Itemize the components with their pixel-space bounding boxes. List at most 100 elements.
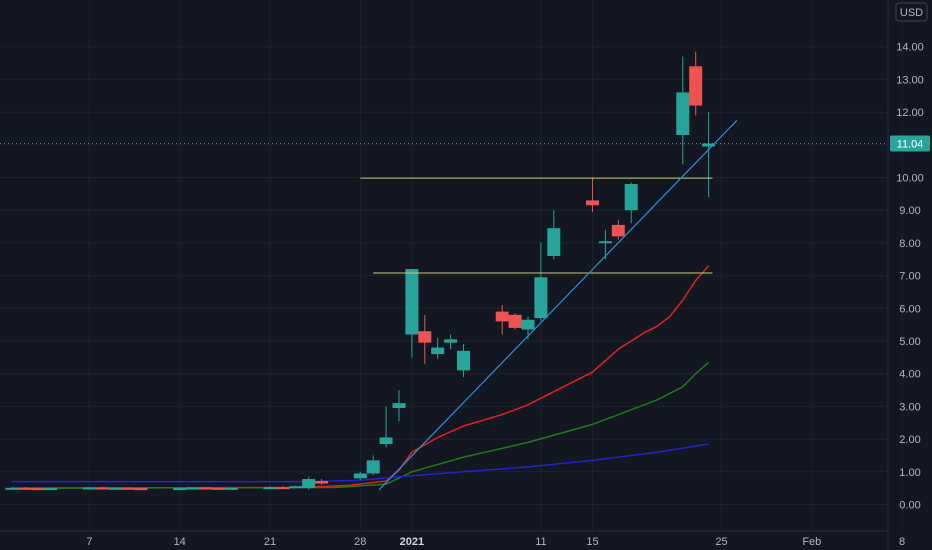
y-tick-label: 14.00 xyxy=(896,42,924,54)
candle-up xyxy=(457,344,470,377)
grid-lines xyxy=(0,0,903,531)
candle-body xyxy=(289,486,303,489)
currency-badge[interactable]: USD xyxy=(895,2,928,22)
candle-up xyxy=(547,210,561,260)
candle-body xyxy=(199,487,212,490)
candle-body xyxy=(353,473,367,479)
candle-down xyxy=(211,487,225,490)
drawings-group[interactable] xyxy=(360,119,738,491)
candle-down xyxy=(276,486,290,490)
candle-down xyxy=(508,313,522,330)
candle-up xyxy=(82,487,96,490)
candle-down xyxy=(418,314,432,364)
candle-down xyxy=(586,177,599,212)
sma-fast-line xyxy=(11,265,710,489)
candle-body xyxy=(134,488,148,491)
candle-body xyxy=(5,487,19,490)
candle-down xyxy=(31,487,45,491)
candle-body xyxy=(457,350,470,371)
candle-body xyxy=(418,331,432,343)
candle-body xyxy=(44,488,58,491)
candle-body xyxy=(121,487,135,490)
candle-up xyxy=(702,112,716,198)
x-tick-label: 8 xyxy=(899,536,905,548)
candle-up xyxy=(173,487,187,491)
candle-up xyxy=(444,334,458,350)
candle-up xyxy=(405,269,419,358)
currency-label: USD xyxy=(900,7,923,19)
candle-down xyxy=(611,220,625,240)
candle-body xyxy=(702,143,716,147)
candle-body xyxy=(611,224,625,237)
candle-body xyxy=(508,314,522,328)
candle-body xyxy=(379,437,393,445)
candle-down xyxy=(95,486,109,490)
y-tick-label: 7.00 xyxy=(899,271,920,283)
candle-up xyxy=(598,229,612,260)
candle-down xyxy=(495,305,509,335)
candle-body xyxy=(521,319,535,330)
y-tick-label: 2.00 xyxy=(899,434,920,446)
candle-body xyxy=(276,487,290,490)
trendline[interactable] xyxy=(378,119,738,491)
candle-body xyxy=(211,487,225,490)
candle-up xyxy=(353,471,367,480)
candle-up xyxy=(392,390,406,422)
candle-down xyxy=(689,51,703,116)
x-tick-label: 15 xyxy=(586,536,598,548)
candle-down xyxy=(18,487,32,490)
candle-body xyxy=(82,487,96,490)
candle-body xyxy=(495,311,509,322)
candle-up xyxy=(289,485,303,489)
candle-down xyxy=(121,487,135,490)
candle-body xyxy=(598,241,612,244)
y-tick-label: 9.00 xyxy=(899,205,920,217)
x-tick-label: 25 xyxy=(715,536,727,548)
candle-down xyxy=(134,487,148,491)
sma-mid-line xyxy=(11,361,710,489)
x-tick-label: 21 xyxy=(264,536,276,548)
candle-up xyxy=(431,337,445,359)
candle-body xyxy=(95,487,109,490)
candle-body xyxy=(586,200,599,206)
candle-down xyxy=(315,478,329,485)
candle-body xyxy=(405,269,419,335)
x-axis[interactable]: 7 14 21 28 2021 11 15 25 Feb 8 xyxy=(0,530,905,548)
currency-badge-frame xyxy=(895,2,928,22)
candle-up xyxy=(108,487,122,490)
y-tick-label: 6.00 xyxy=(899,303,920,315)
y-axis[interactable]: 0.00 1.00 2.00 3.00 4.00 5.00 6.00 7.00 8.00 9.00… xyxy=(887,0,930,550)
candle-body xyxy=(431,347,445,355)
y-tick-label: 1.00 xyxy=(899,467,920,479)
candle-body xyxy=(31,488,45,491)
candle-body xyxy=(676,92,690,135)
y-tick-label: 10.00 xyxy=(896,173,924,185)
candle-body xyxy=(224,487,238,490)
last-price-label: 11.04 xyxy=(897,138,924,150)
candle-body xyxy=(302,478,316,489)
y-tick-label: 12.00 xyxy=(896,107,924,119)
y-tick-label: 4.00 xyxy=(899,369,920,381)
candle-body xyxy=(173,488,187,491)
x-tick-label: 14 xyxy=(174,536,186,548)
candle-up xyxy=(534,242,548,322)
candles-group xyxy=(5,51,716,491)
candle-body xyxy=(18,487,32,490)
candle-up xyxy=(5,487,19,490)
x-tick-label: 11 xyxy=(535,536,546,548)
candle-up xyxy=(379,406,393,448)
x-tick-label: 28 xyxy=(354,536,366,548)
candle-body xyxy=(689,66,703,106)
y-tick-label: 3.00 xyxy=(899,401,920,413)
x-tick-label: Feb xyxy=(802,536,821,548)
y-tick-label: 13.00 xyxy=(896,74,924,86)
y-tick-label: 5.00 xyxy=(899,336,920,348)
candle-up xyxy=(186,487,200,490)
candle-up xyxy=(44,487,58,491)
last-price-tag xyxy=(890,135,930,152)
candle-down xyxy=(199,486,212,490)
x-tick-label: 2021 xyxy=(400,536,424,548)
